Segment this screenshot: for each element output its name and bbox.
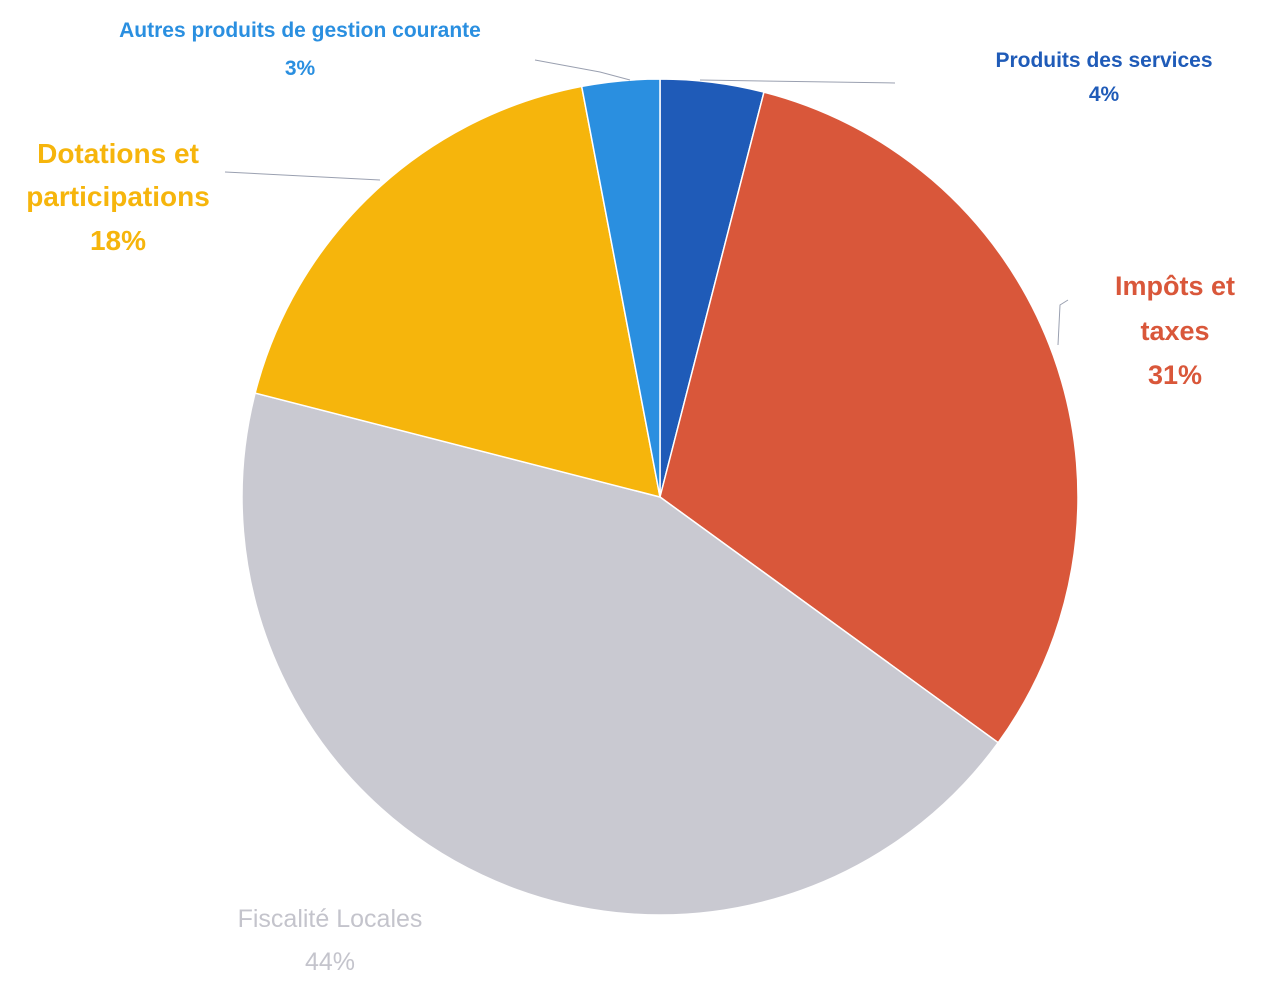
value-label: 18% [0,219,236,262]
category-label: Produits des services [964,44,1244,78]
leader-line [700,80,895,83]
value-label: 4% [964,78,1244,112]
value-label: 44% [170,941,490,983]
value-label: 31% [1100,353,1250,398]
leader-line [225,172,380,180]
category-label: Autres produits de gestion courante [40,12,560,50]
category-label: Impôts et taxes [1100,264,1250,353]
leader-line [1058,300,1068,345]
category-label: Dotations et participations [0,132,236,219]
category-label: Fiscalité Locales [170,898,490,941]
value-label: 3% [40,50,560,88]
